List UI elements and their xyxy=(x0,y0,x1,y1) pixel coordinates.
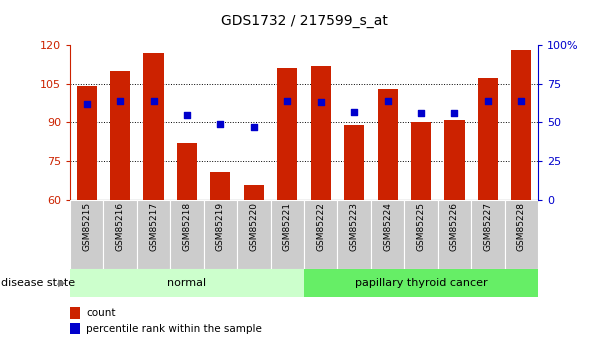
Text: GSM85226: GSM85226 xyxy=(450,202,459,251)
Text: GSM85223: GSM85223 xyxy=(350,202,359,251)
Bar xyxy=(170,200,204,269)
Bar xyxy=(337,200,371,269)
Point xyxy=(483,98,493,104)
Text: GSM85227: GSM85227 xyxy=(483,202,492,251)
Bar xyxy=(411,122,431,200)
Point xyxy=(416,110,426,116)
Text: GSM85222: GSM85222 xyxy=(316,202,325,251)
Bar xyxy=(478,79,498,200)
Text: GSM85221: GSM85221 xyxy=(283,202,292,251)
Point xyxy=(81,101,91,107)
Text: percentile rank within the sample: percentile rank within the sample xyxy=(86,324,262,334)
Bar xyxy=(444,120,465,200)
Bar xyxy=(110,71,130,200)
Bar xyxy=(304,200,337,269)
Text: GSM85218: GSM85218 xyxy=(182,202,192,251)
Bar xyxy=(511,50,531,200)
Bar xyxy=(304,269,538,297)
Bar xyxy=(70,200,103,269)
Bar xyxy=(344,125,364,200)
Text: GSM85224: GSM85224 xyxy=(383,202,392,251)
Text: GSM85220: GSM85220 xyxy=(249,202,258,251)
Point xyxy=(249,124,259,130)
Point xyxy=(349,109,359,115)
Bar xyxy=(177,143,197,200)
Point xyxy=(517,98,527,104)
Point xyxy=(215,121,225,127)
Text: GDS1732 / 217599_s_at: GDS1732 / 217599_s_at xyxy=(221,14,387,28)
Bar xyxy=(271,200,304,269)
Bar xyxy=(277,68,297,200)
Text: GSM85219: GSM85219 xyxy=(216,202,225,251)
Point xyxy=(182,112,192,117)
Bar xyxy=(210,171,230,200)
Text: ▶: ▶ xyxy=(58,278,66,288)
Bar xyxy=(311,66,331,200)
Bar xyxy=(70,323,80,334)
Bar xyxy=(143,52,164,200)
Bar xyxy=(204,200,237,269)
Bar xyxy=(371,200,404,269)
Bar xyxy=(438,200,471,269)
Bar xyxy=(70,307,80,319)
Point xyxy=(148,98,158,104)
Text: papillary thyroid cancer: papillary thyroid cancer xyxy=(354,278,488,288)
Bar xyxy=(137,200,170,269)
Text: GSM85225: GSM85225 xyxy=(416,202,426,251)
Bar xyxy=(77,86,97,200)
Point xyxy=(449,110,460,116)
Text: GSM85216: GSM85216 xyxy=(116,202,125,251)
Bar xyxy=(103,200,137,269)
Bar xyxy=(244,185,264,200)
Text: disease state: disease state xyxy=(1,278,75,288)
Text: normal: normal xyxy=(167,278,207,288)
Text: GSM85215: GSM85215 xyxy=(82,202,91,251)
Bar xyxy=(471,200,505,269)
Bar xyxy=(378,89,398,200)
Point xyxy=(383,98,393,104)
Text: GSM85217: GSM85217 xyxy=(149,202,158,251)
Bar xyxy=(404,200,438,269)
Point xyxy=(115,98,125,104)
Text: GSM85228: GSM85228 xyxy=(517,202,526,251)
Text: count: count xyxy=(86,308,116,318)
Bar xyxy=(70,269,304,297)
Point xyxy=(282,98,292,104)
Bar xyxy=(505,200,538,269)
Bar xyxy=(237,200,271,269)
Point xyxy=(316,100,326,105)
